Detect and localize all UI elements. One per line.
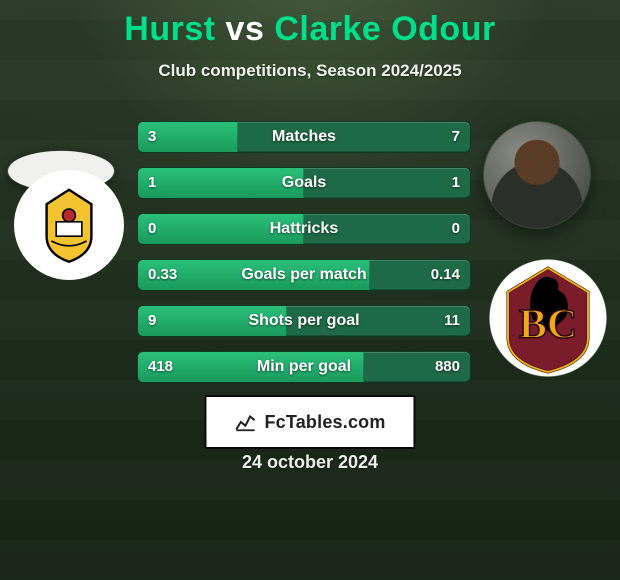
stat-label: Goals per match [138, 260, 470, 290]
vs-text: vs [226, 10, 265, 48]
stat-right-value: 880 [435, 352, 460, 382]
stats-container: 3 Matches 7 1 Goals 1 0 Hattricks 0 0.33… [138, 122, 470, 398]
chart-icon [234, 411, 256, 433]
stat-row: 0 Hattricks 0 [138, 214, 470, 244]
stat-left-value: 418 [148, 352, 173, 382]
stat-right-value: 0.14 [431, 260, 460, 290]
crest-right-svg: BC [488, 258, 608, 378]
crest-left-svg [29, 185, 109, 265]
player2-club-crest: BC [488, 258, 608, 378]
stat-label: Min per goal [138, 352, 470, 382]
stat-left-value: 9 [148, 306, 156, 336]
stat-label: Hattricks [138, 214, 470, 244]
source-badge[interactable]: FcTables.com [204, 395, 415, 449]
stat-left-value: 1 [148, 168, 156, 198]
stat-label: Shots per goal [138, 306, 470, 336]
player2-face [484, 122, 590, 228]
stat-left-value: 0 [148, 214, 156, 244]
stat-row: 9 Shots per goal 11 [138, 306, 470, 336]
stat-label: Goals [138, 168, 470, 198]
source-badge-text: FcTables.com [264, 412, 385, 433]
date-text: 24 october 2024 [0, 452, 620, 473]
stat-left-value: 0.33 [148, 260, 177, 290]
player2-avatar [484, 122, 590, 228]
comparison-card: Hurst vs Clarke Odour Club competitions,… [0, 0, 620, 580]
player1-name: Hurst [124, 10, 215, 48]
stat-right-value: 1 [452, 168, 460, 198]
crest-right-text: BC [519, 302, 577, 348]
stat-row: 418 Min per goal 880 [138, 352, 470, 382]
stat-left-value: 3 [148, 122, 156, 152]
page-title: Hurst vs Clarke Odour [0, 10, 620, 49]
stat-right-value: 11 [444, 306, 460, 336]
stat-row: 3 Matches 7 [138, 122, 470, 152]
stat-row: 1 Goals 1 [138, 168, 470, 198]
stat-label: Matches [138, 122, 470, 152]
stat-right-value: 7 [452, 122, 460, 152]
stat-right-value: 0 [452, 214, 460, 244]
stat-row: 0.33 Goals per match 0.14 [138, 260, 470, 290]
player1-club-crest [14, 170, 124, 280]
subtitle: Club competitions, Season 2024/2025 [0, 61, 620, 81]
player2-name: Clarke Odour [274, 10, 495, 48]
